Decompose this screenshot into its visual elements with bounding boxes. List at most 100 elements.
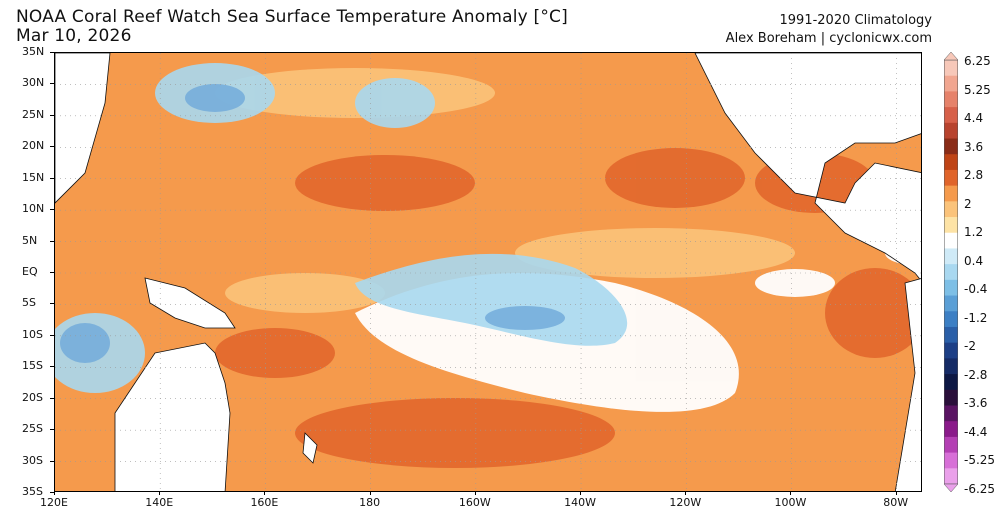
new-zealand-landmass	[302, 432, 318, 464]
colorbar-label: 4.4	[964, 111, 984, 126]
lat-tick-mark	[50, 240, 54, 242]
lat-tick-label: 25N	[22, 107, 45, 121]
lat-tick-mark	[50, 114, 54, 116]
lat-tick-mark	[50, 146, 54, 148]
lat-tick-label: 15N	[22, 170, 45, 184]
lon-tick-label: 80W	[883, 496, 909, 509]
lon-tick-label: 140W	[564, 496, 596, 509]
map-canvas	[55, 53, 921, 491]
lon-tick-label: 100W	[774, 496, 807, 509]
lat-tick-mark	[50, 460, 54, 462]
colorbar-label: -1.2	[964, 310, 988, 325]
colorbar-label: 3.6	[964, 139, 984, 154]
colorbar-cell	[944, 107, 958, 124]
colorbar-cell	[944, 279, 958, 297]
colorbar-cell	[944, 295, 958, 312]
colorbar-cell	[944, 122, 958, 140]
cool-mid-regions	[60, 84, 565, 363]
colorbar-label: -2.8	[964, 367, 988, 382]
colorbar-cell	[944, 217, 958, 234]
lat-tick-label: 35S	[22, 485, 43, 498]
lon-tick-mark	[54, 491, 55, 495]
colorbar-label: -6.25	[964, 482, 996, 496]
colorbar-cell	[944, 389, 958, 406]
colorbar-cell	[944, 421, 958, 438]
colorbar-label: -0.4	[964, 282, 988, 297]
colorbar-label: 1.2	[964, 225, 984, 240]
lat-tick-label: 5S	[22, 296, 36, 310]
lon-tick-label: 140E	[145, 496, 174, 509]
lon-tick-mark	[790, 491, 792, 495]
lat-tick-label: 20N	[22, 139, 45, 153]
lon-tick-label: 180	[359, 496, 381, 509]
colorbar-label: 0.4	[964, 253, 984, 268]
lon-tick-mark	[580, 491, 582, 495]
colorbar-label: 6.25	[964, 54, 991, 68]
lat-tick-label: 25S	[22, 422, 43, 436]
colorbar-cell	[944, 468, 958, 485]
colorbar	[944, 52, 958, 492]
gridlines	[55, 53, 921, 491]
lon-tick-mark	[159, 491, 161, 495]
new-guinea-landmass	[144, 277, 236, 329]
title-block: NOAA Coral Reef Watch Sea Surface Temper…	[16, 8, 568, 46]
colorbar-cell	[944, 374, 958, 391]
lon-tick-mark	[474, 491, 476, 495]
lat-tick-mark	[50, 334, 54, 336]
lon-tick-label: 160E	[250, 496, 279, 509]
colorbar-cell	[944, 405, 958, 422]
colorbar-cell	[944, 201, 958, 218]
lon-tick-mark	[685, 491, 687, 495]
lat-tick-label: 15S	[22, 359, 43, 373]
colorbar-label: -2	[964, 339, 976, 354]
lat-tick-label: 30S	[22, 453, 43, 467]
colorbar-label: -3.6	[964, 396, 988, 411]
lat-tick-mark	[50, 397, 54, 399]
lat-tick-label: 5N	[22, 233, 38, 247]
lat-tick-label: 10S	[22, 327, 43, 341]
colorbar-label: -5.25	[964, 453, 996, 468]
lat-tick-mark	[50, 177, 54, 179]
colorbar-label: 2.8	[964, 168, 984, 183]
colorbar-label: 2	[964, 196, 972, 211]
colorbar-cell	[944, 436, 958, 454]
lat-tick-mark	[50, 272, 54, 273]
colorbar-cell	[944, 452, 958, 469]
lon-tick-label: 120E	[40, 496, 68, 509]
colorbar-cell	[944, 342, 958, 359]
map-date: Mar 10, 2026	[16, 26, 132, 46]
credit-block: 1991-2020 Climatology Alex Boreham | cyc…	[726, 12, 932, 48]
lat-tick-mark	[50, 52, 54, 53]
lon-tick-mark	[895, 491, 897, 495]
lat-tick-label: 35N	[22, 45, 45, 58]
lat-tick-mark	[50, 366, 54, 368]
colorbar-top-arrow	[944, 52, 958, 61]
land-masses	[55, 53, 921, 491]
colorbar-cell	[944, 60, 958, 77]
lat-tick-label: 20S	[22, 390, 43, 404]
colorbar-cell	[944, 169, 958, 187]
colorbar-cell	[944, 311, 958, 328]
credit-label: Alex Boreham | cyclonicwx.com	[725, 31, 932, 46]
lat-tick-mark	[50, 429, 54, 431]
lat-tick-label: 30N	[22, 76, 45, 90]
lat-tick-mark	[50, 303, 54, 305]
asia-landmass	[55, 53, 111, 204]
colorbar-bottom-arrow	[944, 483, 958, 492]
colorbar-cell	[944, 185, 958, 202]
colorbar-cell	[944, 75, 958, 92]
australia-landmass	[114, 342, 231, 491]
climatology-label: 1991-2020 Climatology	[779, 13, 932, 28]
colorbar-cell	[944, 248, 958, 265]
colorbar-label: 5.25	[964, 82, 991, 97]
colorbar-cell	[944, 326, 958, 344]
lon-tick-mark	[264, 491, 266, 495]
lat-tick-label: EQ	[22, 265, 38, 278]
colorbar-cell	[944, 264, 958, 281]
colorbar-label: -4.4	[964, 424, 988, 439]
lat-tick-label: 10N	[22, 202, 45, 216]
colorbar-cell	[944, 91, 958, 108]
colorbar-cell	[944, 232, 958, 249]
lon-tick-label: 120W	[669, 496, 702, 509]
south-america-landmass	[894, 278, 921, 491]
